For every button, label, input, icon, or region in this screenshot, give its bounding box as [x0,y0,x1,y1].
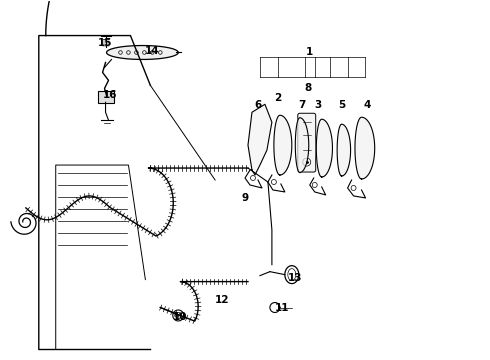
Text: 3: 3 [314,100,321,110]
FancyBboxPatch shape [298,113,316,172]
Text: 1: 1 [306,48,314,58]
Polygon shape [274,115,292,175]
Polygon shape [248,104,272,175]
Polygon shape [106,45,178,59]
Text: 7: 7 [298,100,305,110]
Polygon shape [337,124,350,176]
Text: 4: 4 [364,100,371,110]
Polygon shape [317,119,332,177]
Text: 10: 10 [173,312,188,323]
Text: 5: 5 [338,100,345,110]
Text: 8: 8 [304,84,311,93]
Text: 13: 13 [288,273,302,283]
Text: 12: 12 [215,294,229,305]
FancyBboxPatch shape [98,91,114,103]
Text: 2: 2 [274,93,281,103]
Text: 11: 11 [274,302,289,312]
Polygon shape [355,117,375,179]
Text: 9: 9 [242,193,248,203]
Text: 15: 15 [98,37,113,48]
Polygon shape [295,118,309,172]
Text: 16: 16 [103,90,118,100]
Text: 14: 14 [145,45,160,55]
Text: 6: 6 [254,100,262,110]
